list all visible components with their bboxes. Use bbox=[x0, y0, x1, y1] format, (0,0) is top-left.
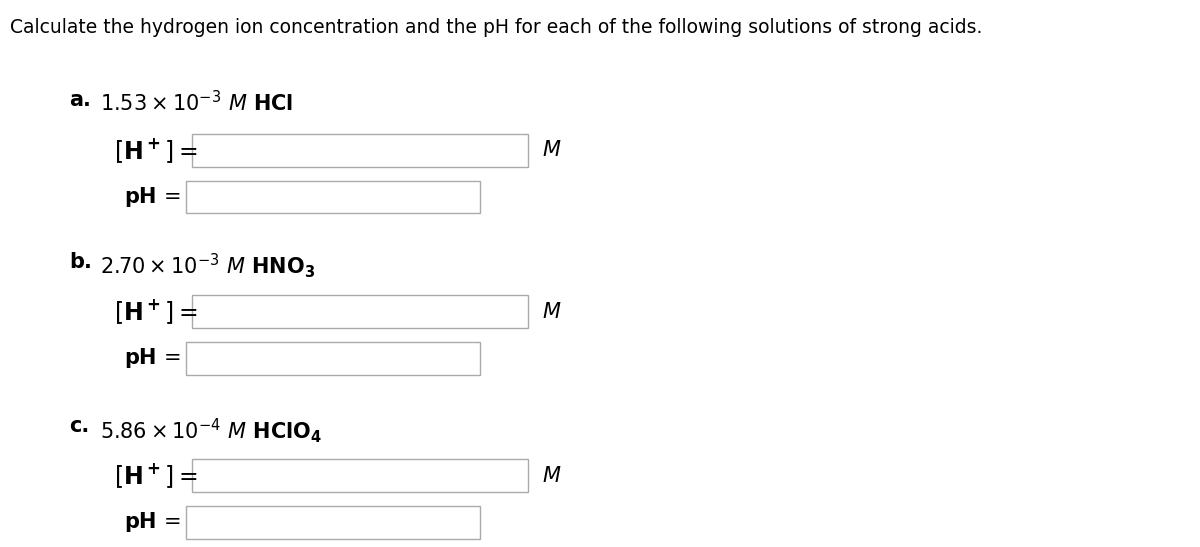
FancyBboxPatch shape bbox=[192, 459, 528, 492]
Text: $\mathit{M}$: $\mathit{M}$ bbox=[542, 302, 562, 322]
Text: $\mathit{M}$: $\mathit{M}$ bbox=[542, 466, 562, 486]
Text: $\left[\mathbf{H^+}\right] =$: $\left[\mathbf{H^+}\right] =$ bbox=[114, 136, 197, 165]
FancyBboxPatch shape bbox=[186, 342, 480, 375]
Text: $\mathit{M}$: $\mathit{M}$ bbox=[542, 141, 562, 160]
FancyBboxPatch shape bbox=[192, 134, 528, 167]
Text: $5.86 \times 10^{-4}$ $\mathit{M}\ $$\mathbf{HClO_4}$: $5.86 \times 10^{-4}$ $\mathit{M}\ $$\ma… bbox=[100, 416, 322, 445]
FancyBboxPatch shape bbox=[186, 181, 480, 213]
Text: Calculate the hydrogen ion concentration and the pH for each of the following so: Calculate the hydrogen ion concentration… bbox=[10, 18, 982, 37]
Text: $\left[\mathbf{H^+}\right] =$: $\left[\mathbf{H^+}\right] =$ bbox=[114, 462, 197, 490]
Text: $\mathbf{pH}$ =: $\mathbf{pH}$ = bbox=[124, 346, 180, 370]
Text: a.: a. bbox=[70, 90, 91, 110]
FancyBboxPatch shape bbox=[186, 506, 480, 539]
Text: $\left[\mathbf{H^+}\right] =$: $\left[\mathbf{H^+}\right] =$ bbox=[114, 298, 197, 326]
Text: c.: c. bbox=[70, 416, 90, 436]
Text: $\mathbf{pH}$ =: $\mathbf{pH}$ = bbox=[124, 185, 180, 209]
Text: b.: b. bbox=[70, 252, 92, 272]
Text: $1.53 \times 10^{-3}$ $\mathit{M}\ $$\mathbf{HCl}$: $1.53 \times 10^{-3}$ $\mathit{M}\ $$\ma… bbox=[100, 90, 293, 115]
Text: $2.70 \times 10^{-3}$ $\mathit{M}\ $$\mathbf{HNO_3}$: $2.70 \times 10^{-3}$ $\mathit{M}\ $$\ma… bbox=[100, 252, 314, 281]
Text: $\mathbf{pH}$ =: $\mathbf{pH}$ = bbox=[124, 510, 180, 534]
FancyBboxPatch shape bbox=[192, 295, 528, 328]
